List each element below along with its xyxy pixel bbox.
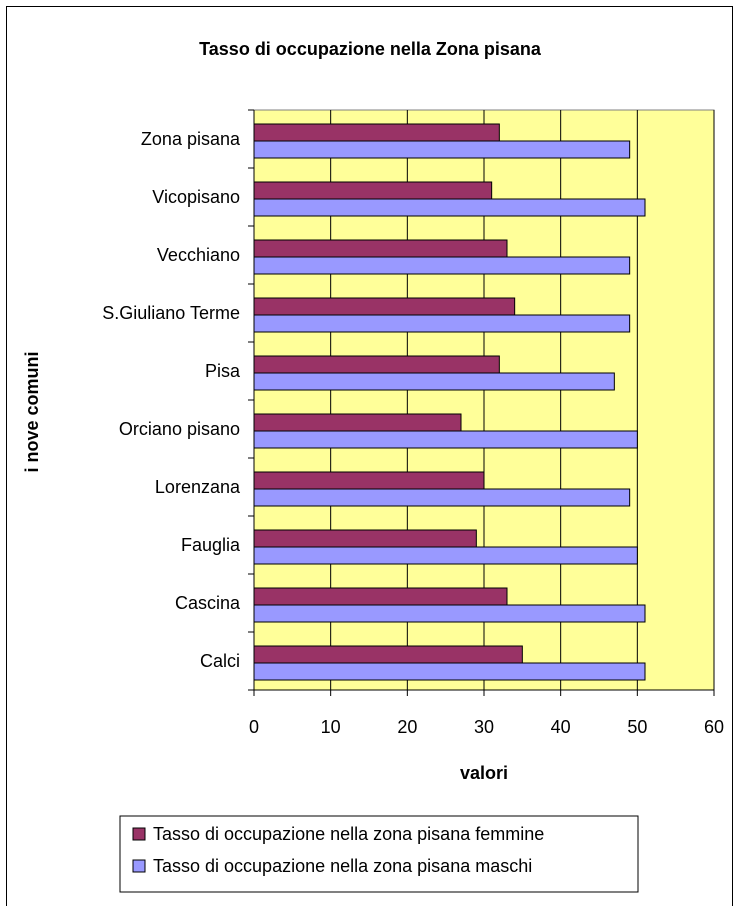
- x-tick-label: 20: [397, 717, 417, 737]
- bar-maschi: [253, 256, 631, 275]
- y-tick-label: Pisa: [205, 361, 241, 381]
- bar-maschi: [253, 662, 646, 681]
- bar-maschi: [253, 372, 615, 391]
- legend-swatch: [132, 859, 146, 873]
- bar-maschi: [253, 488, 631, 507]
- bar-maschi: [253, 140, 631, 159]
- x-tick-label: 60: [704, 717, 724, 737]
- legend-label: Tasso di occupazione nella zona pisana f…: [153, 824, 544, 844]
- bar-femmine: [253, 529, 477, 548]
- bar-femmine: [253, 123, 500, 142]
- legend: Tasso di occupazione nella zona pisana f…: [119, 815, 639, 893]
- y-tick-label: S.Giuliano Terme: [102, 303, 240, 323]
- axes: Zona pisana Vicopisano Vecchiano S.Giuliano…: [102, 109, 724, 737]
- bar-femmine: [253, 181, 493, 200]
- y-tick-label: Vecchiano: [157, 245, 240, 265]
- bar-maschi: [253, 314, 631, 333]
- x-tick-label: 50: [627, 717, 647, 737]
- chart-title: Tasso di occupazione nella Zona pisana: [199, 39, 542, 59]
- x-axis-title: valori: [460, 763, 508, 783]
- y-tick-label: Fauglia: [181, 535, 241, 555]
- bar-femmine: [253, 355, 500, 374]
- bar-maschi: [253, 546, 638, 565]
- bar-maschi: [253, 198, 646, 217]
- x-tick-label: 10: [321, 717, 341, 737]
- bar-maschi: [253, 604, 646, 623]
- y-tick-label: Zona pisana: [141, 129, 241, 149]
- bar-maschi: [253, 430, 638, 449]
- legend-swatch: [132, 827, 146, 841]
- bar-femmine: [253, 413, 462, 432]
- y-tick-label: Vicopisano: [152, 187, 240, 207]
- bar-femmine: [253, 645, 523, 664]
- x-tick-label: 0: [249, 717, 259, 737]
- bar-femmine: [253, 471, 485, 490]
- x-tick-label: 40: [551, 717, 571, 737]
- bars: [253, 123, 646, 681]
- y-tick-label: Cascina: [175, 593, 241, 613]
- y-tick-label: Lorenzana: [155, 477, 241, 497]
- bar-femmine: [253, 297, 516, 316]
- bar-femmine: [253, 587, 508, 606]
- legend-label: Tasso di occupazione nella zona pisana m…: [153, 856, 532, 876]
- x-tick-label: 30: [474, 717, 494, 737]
- y-tick-label: Orciano pisano: [119, 419, 240, 439]
- legend-box: [119, 815, 639, 893]
- y-tick-label: Calci: [200, 651, 240, 671]
- y-axis-title: i nove comuni: [22, 351, 42, 472]
- bar-femmine: [253, 239, 508, 258]
